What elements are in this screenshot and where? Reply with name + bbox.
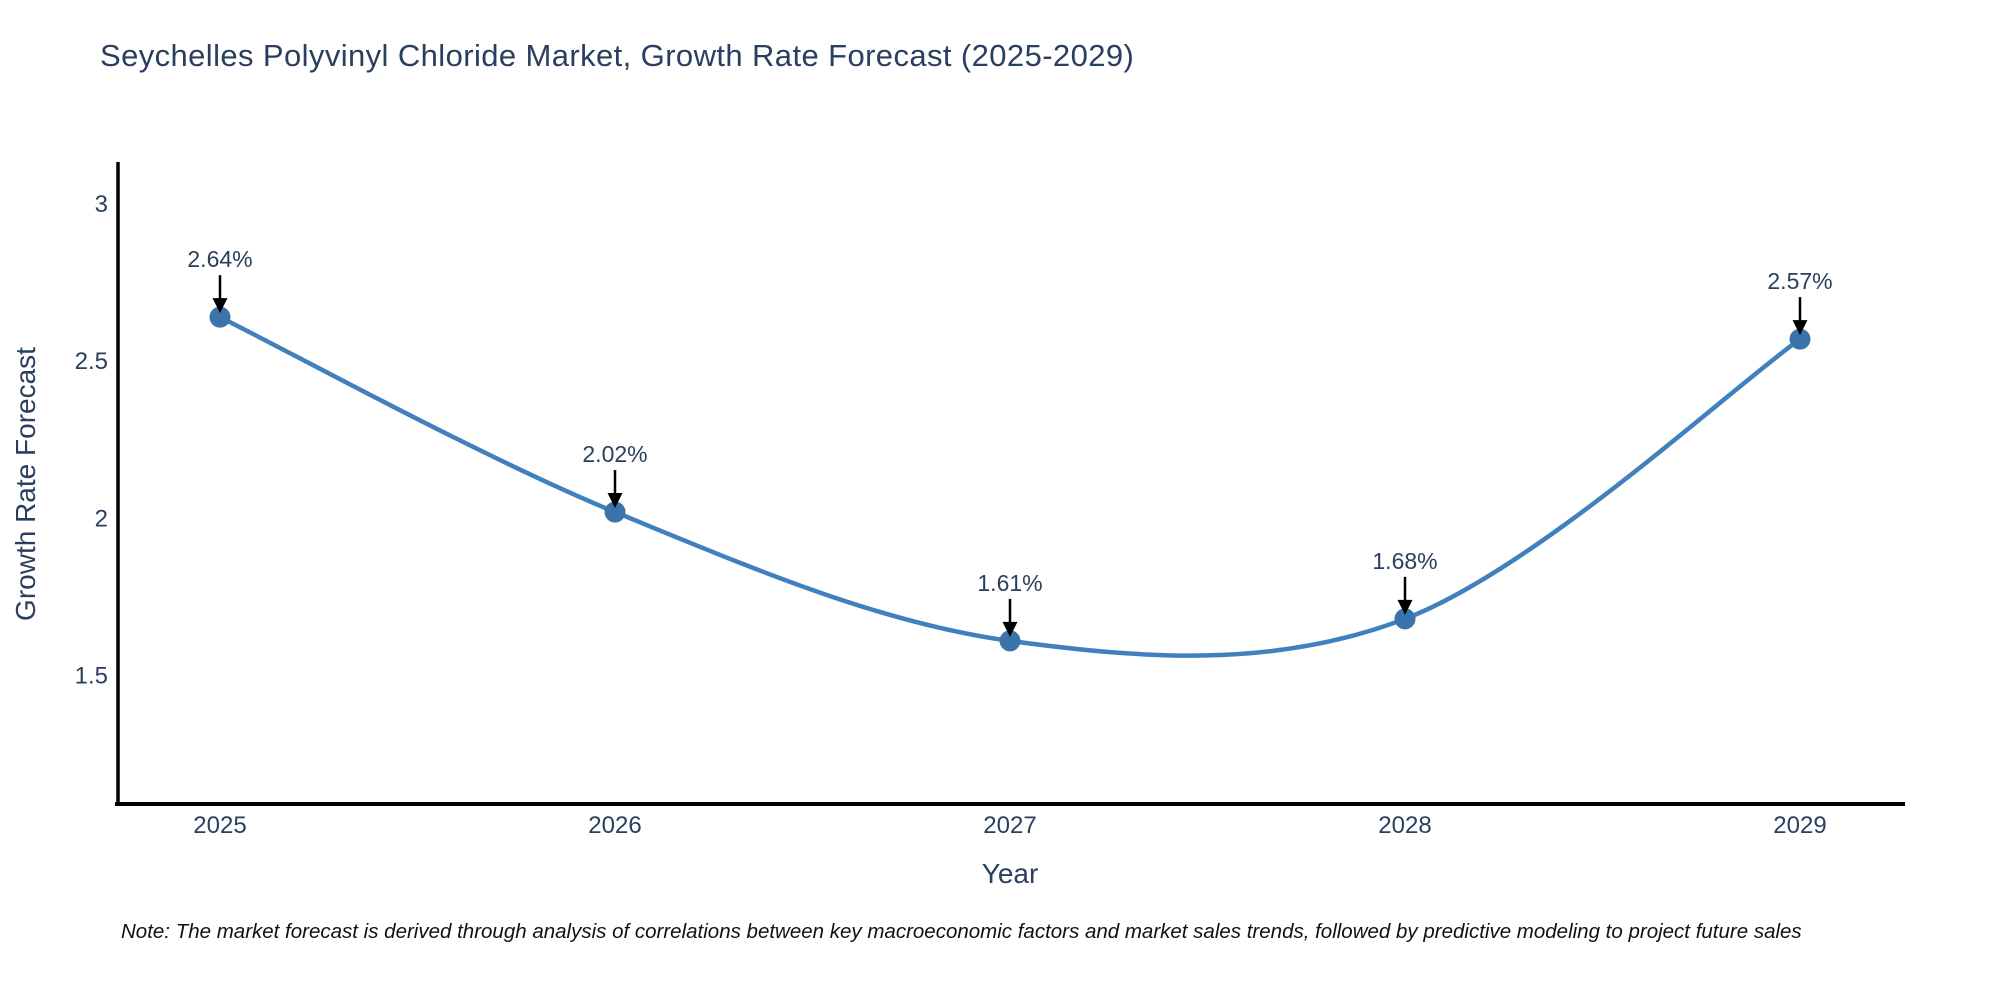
point-annotation: 2.02% — [582, 441, 647, 467]
data-point[interactable] — [1789, 328, 1811, 350]
x-tick-label: 2029 — [1773, 812, 1826, 839]
data-point[interactable] — [209, 306, 231, 328]
footnote: Note: The market forecast is derived thr… — [121, 920, 1802, 943]
x-tick-label: 2027 — [983, 812, 1036, 839]
x-tick-label: 2028 — [1378, 812, 1431, 839]
annotation-arrowhead — [1792, 320, 1808, 336]
data-point[interactable] — [1394, 608, 1416, 630]
x-axis-title: Year — [981, 858, 1039, 889]
chart-title: Seychelles Polyvinyl Chloride Market, Gr… — [100, 38, 1135, 73]
annotation-arrowhead — [1397, 599, 1413, 615]
annotation-arrowhead — [212, 298, 228, 314]
data-point[interactable] — [999, 630, 1021, 652]
point-annotation: 1.68% — [1372, 548, 1437, 574]
annotation-arrowhead — [1002, 621, 1018, 637]
y-tick-label: 1.5 — [75, 662, 108, 689]
point-annotation: 2.57% — [1767, 268, 1832, 294]
annotation-arrowhead — [607, 493, 623, 509]
y-tick-label: 2 — [95, 505, 108, 532]
data-point[interactable] — [604, 501, 626, 523]
y-tick-label: 3 — [95, 191, 108, 218]
x-tick-label: 2025 — [193, 812, 246, 839]
y-tick-label: 2.5 — [75, 348, 108, 375]
point-annotation: 1.61% — [977, 570, 1042, 596]
point-annotation: 2.64% — [187, 246, 252, 272]
x-tick-label: 2026 — [588, 812, 641, 839]
